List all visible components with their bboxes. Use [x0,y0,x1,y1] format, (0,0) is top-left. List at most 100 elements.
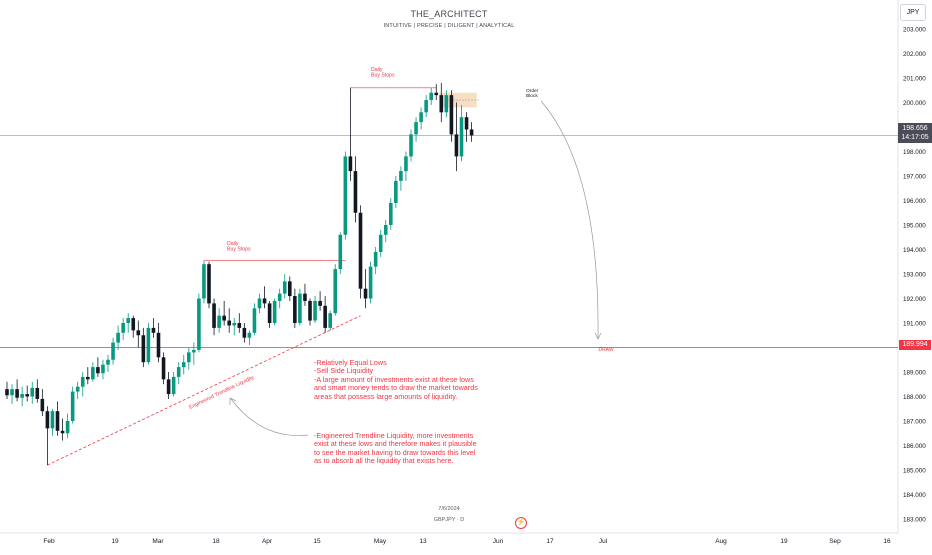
order-block-label-line: Block [526,93,538,99]
candle-body [192,349,196,353]
price-tick-label: 201.000 [903,75,926,82]
price-tick-label: 187.000 [903,418,926,425]
candle-body [439,95,444,113]
candle-body [30,387,35,397]
price-tick-label: 200.000 [903,100,926,107]
price-axis[interactable]: 183.000 184.000 185.000 186.000 187.000 188.0… [903,26,926,523]
time-tick-label: Jun [493,538,504,545]
price-tick-label: 203.000 [903,26,926,33]
candle-body [151,327,156,333]
candle-body [202,264,206,299]
price-tick-label: 186.000 [903,443,926,450]
trendline-arrow-head [229,397,237,405]
candle-body [176,367,181,377]
price-tick-label: 202.000 [903,51,926,58]
time-tick-label: 15 [313,538,321,545]
candle-body [247,332,252,338]
candle-body [156,332,161,358]
price-tick-label: 195.000 [903,222,926,229]
candle-body [262,298,267,304]
time-tick-label: 19 [780,538,788,545]
price-tick-label: 188.000 [903,394,926,401]
candle-body [363,288,368,299]
candle-body [222,315,226,321]
candle-body [378,234,383,252]
order-block-zone [439,92,477,108]
candle-body [35,387,40,399]
candle-body [383,225,388,235]
candle-body [161,357,166,380]
order-block-label-line: Order [526,88,539,94]
draw-label: DRAW [598,347,613,353]
candle-body [96,367,100,374]
tradingview-logo-icon[interactable]: ⚡ [515,517,527,529]
time-tick-label: Sep [829,538,841,545]
candle-body [399,171,403,181]
candle-body [55,411,60,431]
candle-body [171,376,176,395]
candle-body [217,315,221,328]
time-tick-label: Feb [43,538,55,545]
time-tick-label: May [374,538,387,545]
candle-body [232,323,237,326]
chart-subtitle: INTUITIVE | PRECISE | DILIGENT | ANALYTI… [383,23,515,29]
candle-body [207,264,211,304]
current-price-tag: 198.656 14:17:05 [898,123,932,143]
candle-body [394,180,398,203]
candle-body [464,117,469,130]
price-tick-label: 198.000 [903,149,926,156]
levels-layer [0,87,898,466]
candle-body [187,352,191,363]
daily-buy-stops-label-1-line: Buy Stops [227,247,251,253]
price-tick-label: 193.000 [903,271,926,278]
candle-body [86,376,90,380]
candle-body [318,300,322,306]
price-tick-label: 189.000 [903,369,926,376]
price-tick-label: 184.000 [903,492,926,499]
time-tick-label: Apr [262,538,273,545]
time-tick-label: 17 [546,538,554,545]
candle-body [272,300,277,323]
candle-body [252,308,257,333]
candle-body [277,293,282,301]
price-tick-label: 191.000 [903,320,926,327]
time-tick-label: 19 [111,538,119,545]
candle-body [429,92,433,101]
price-tick-label: 196.000 [903,198,926,205]
candle-body [424,100,428,113]
candle-body [45,411,50,429]
candle-body [353,171,358,213]
draw-arrow-head [594,332,602,340]
daily-buy-stops-label-2: Daily Buy Stops [371,67,395,79]
candle-body [419,112,423,123]
candle-body [454,134,459,157]
countdown-timer: 14:17:05 [901,134,929,141]
candle-body [60,430,65,434]
watermark-date: 7/6/2024 [438,506,460,512]
note-trendline-liquidity: -Engineered Trendline Liquidity, more in… [314,431,477,466]
candle-body [282,281,287,294]
currency-button[interactable]: JPY [900,4,926,21]
time-tick-label: 18 [212,538,220,545]
daily-buy-stops-label-2-line: Daily [371,67,383,73]
current-price-value: 198.656 [902,125,928,132]
candle-body [121,323,125,333]
daily-buy-stops-label-2-line: Buy Stops [371,73,395,79]
candle-body [197,298,201,350]
candle-body [126,318,130,323]
time-tick-label: Mar [152,538,164,545]
candle-body [111,342,115,360]
time-axis[interactable]: Feb 19 Mar 18 Apr 15 May 13 Jun 17 Jul Aug 19 Sep 16 [43,538,891,545]
price-tick-label: 197.000 [903,173,926,180]
candle-body [116,332,120,343]
candle-body [308,300,312,321]
candle-body [40,398,45,412]
candle-body [323,305,327,328]
candle-body [91,367,95,380]
candle-body [141,335,146,363]
candle-body [444,95,449,113]
candle-body [313,300,317,321]
engineered-trendline [47,315,361,466]
